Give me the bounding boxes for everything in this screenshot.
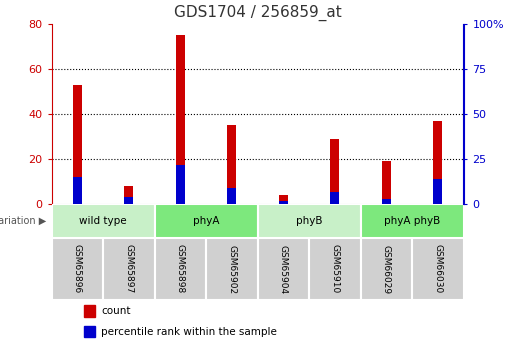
- Bar: [124, 186, 133, 204]
- Title: GDS1704 / 256859_at: GDS1704 / 256859_at: [174, 5, 341, 21]
- Bar: [412, 238, 464, 300]
- Text: phyA: phyA: [193, 216, 219, 226]
- Bar: [52, 204, 154, 238]
- Bar: [258, 238, 309, 300]
- Bar: [154, 238, 206, 300]
- Text: phyA phyB: phyA phyB: [384, 216, 440, 226]
- Bar: [382, 161, 391, 204]
- Bar: [258, 204, 360, 238]
- Bar: [279, 195, 288, 204]
- Bar: [84, 326, 95, 337]
- Text: percentile rank within the sample: percentile rank within the sample: [101, 327, 277, 337]
- Text: wild type: wild type: [79, 216, 127, 226]
- Text: GSM65910: GSM65910: [330, 245, 339, 294]
- Bar: [103, 238, 154, 300]
- Text: GSM65898: GSM65898: [176, 245, 185, 294]
- Bar: [124, 197, 133, 204]
- Bar: [227, 188, 236, 204]
- Bar: [176, 35, 185, 204]
- Text: count: count: [101, 306, 130, 316]
- Bar: [360, 238, 412, 300]
- Bar: [73, 177, 82, 204]
- Bar: [309, 238, 360, 300]
- Bar: [330, 192, 339, 204]
- Text: GSM66029: GSM66029: [382, 245, 391, 294]
- Bar: [154, 204, 258, 238]
- Bar: [360, 204, 464, 238]
- Text: GSM66030: GSM66030: [433, 245, 442, 294]
- Text: GSM65897: GSM65897: [124, 245, 133, 294]
- Bar: [176, 165, 185, 204]
- Text: phyB: phyB: [296, 216, 322, 226]
- Text: GSM65896: GSM65896: [73, 245, 82, 294]
- Bar: [227, 125, 236, 204]
- Bar: [73, 85, 82, 204]
- Bar: [433, 120, 442, 204]
- Bar: [382, 199, 391, 204]
- Bar: [433, 179, 442, 204]
- Bar: [84, 305, 95, 317]
- Bar: [279, 201, 288, 204]
- Text: GSM65904: GSM65904: [279, 245, 288, 294]
- Bar: [330, 138, 339, 204]
- Bar: [206, 238, 258, 300]
- Bar: [52, 238, 103, 300]
- Text: genotype/variation ▶: genotype/variation ▶: [0, 216, 46, 226]
- Text: GSM65902: GSM65902: [227, 245, 236, 294]
